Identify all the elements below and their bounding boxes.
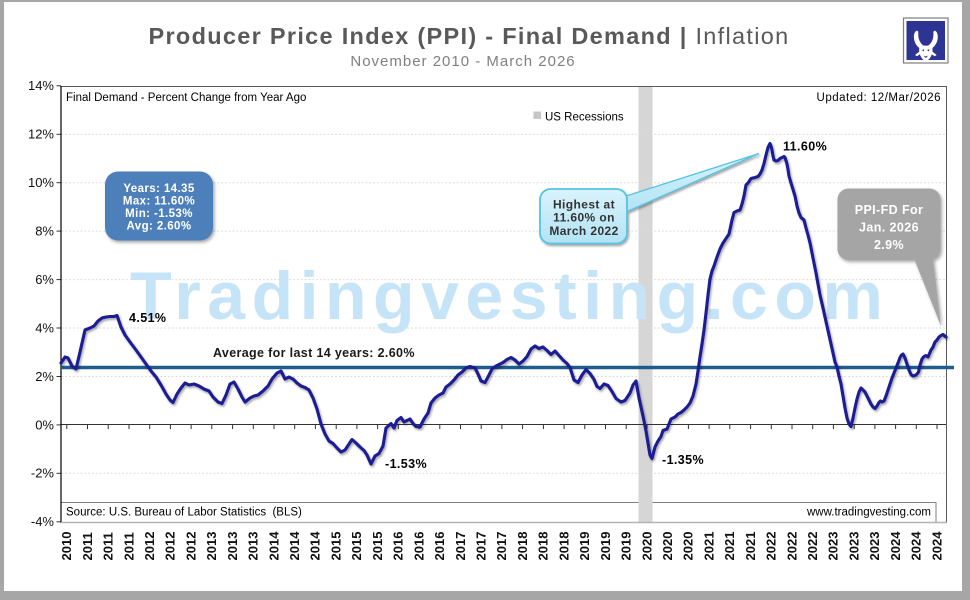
svg-text:Highest at: Highest at [553, 198, 615, 212]
svg-text:Tradingvesting.com: Tradingvesting.com [130, 258, 889, 334]
svg-text:US Recessions: US Recessions [545, 112, 624, 124]
svg-text:2017: 2017 [453, 532, 468, 561]
svg-text:-1.35%: -1.35% [662, 453, 704, 467]
svg-text:10%: 10% [28, 175, 54, 190]
svg-text:2022: 2022 [805, 532, 820, 561]
svg-text:2016: 2016 [391, 532, 406, 561]
svg-text:8%: 8% [35, 224, 54, 239]
svg-text:2013: 2013 [246, 532, 261, 561]
svg-text:2021: 2021 [701, 532, 716, 561]
svg-text:2020: 2020 [681, 532, 696, 561]
svg-text:2%: 2% [35, 369, 54, 384]
svg-text:Years: 14.35: Years: 14.35 [123, 183, 195, 195]
svg-text:Final Demand - Percent Change: Final Demand - Percent Change from Year … [66, 92, 306, 104]
svg-text:2012: 2012 [163, 532, 178, 561]
svg-text:www.tradingvesting.com: www.tradingvesting.com [806, 507, 931, 519]
svg-text:2011: 2011 [121, 532, 136, 560]
svg-text:2014: 2014 [287, 531, 302, 561]
svg-text:-4%: -4% [31, 514, 55, 529]
svg-text:2011: 2011 [80, 532, 95, 560]
svg-text:2.9%: 2.9% [874, 238, 904, 252]
svg-text:Min: -1.53%: Min: -1.53% [125, 208, 193, 220]
svg-text:2019: 2019 [619, 532, 634, 561]
svg-text:2011: 2011 [101, 532, 116, 560]
svg-text:2020: 2020 [639, 532, 654, 561]
svg-text:2024: 2024 [909, 531, 924, 561]
svg-text:2018: 2018 [556, 532, 571, 561]
svg-text:Jan. 2026: Jan. 2026 [859, 221, 919, 235]
svg-text:Average for last 14 years: 2.6: Average for last 14 years: 2.60% [213, 346, 415, 360]
svg-text:March 2022: March 2022 [549, 224, 618, 238]
svg-text:Avg: 2.60%: Avg: 2.60% [127, 220, 192, 232]
svg-text:2017: 2017 [494, 532, 509, 561]
svg-text:2022: 2022 [784, 532, 799, 561]
svg-text:2013: 2013 [225, 532, 240, 561]
svg-text:2014: 2014 [266, 531, 281, 561]
svg-text:2021: 2021 [743, 532, 758, 561]
svg-text:2016: 2016 [432, 532, 447, 561]
svg-text:November 2010 - March 2026: November 2010 - March 2026 [350, 53, 575, 70]
svg-text:2019: 2019 [577, 532, 592, 561]
svg-text:0%: 0% [35, 417, 54, 432]
svg-text:2016: 2016 [411, 532, 426, 561]
svg-text:12%: 12% [28, 127, 54, 142]
svg-text:14%: 14% [28, 78, 54, 93]
svg-text:PPI-FD For: PPI-FD For [855, 203, 924, 217]
svg-text:2023: 2023 [867, 532, 882, 561]
svg-text:-1.53%: -1.53% [385, 457, 427, 471]
svg-text:11.60% on: 11.60% on [553, 211, 615, 225]
svg-text:Producer Price Index (PPI) - F: Producer Price Index (PPI) - Final Deman… [149, 23, 790, 49]
svg-text:2020: 2020 [660, 532, 675, 561]
svg-text:2015: 2015 [370, 532, 385, 561]
svg-text:2018: 2018 [536, 532, 551, 561]
svg-text:4.51%: 4.51% [129, 311, 166, 325]
svg-text:6%: 6% [35, 272, 54, 287]
svg-text:2012: 2012 [183, 532, 198, 561]
svg-text:2018: 2018 [515, 532, 530, 561]
svg-text:Source: U.S. Bureau of Labor S: Source: U.S. Bureau of Labor Statistics … [66, 507, 302, 519]
svg-text:-2%: -2% [31, 466, 55, 481]
svg-text:11.60%: 11.60% [783, 140, 827, 154]
svg-text:2015: 2015 [329, 532, 344, 561]
svg-text:2019: 2019 [598, 532, 613, 561]
svg-text:2021: 2021 [722, 532, 737, 561]
svg-text:2013: 2013 [204, 532, 219, 561]
svg-text:Updated: 12/Mar/2026: Updated: 12/Mar/2026 [817, 92, 941, 104]
svg-text:2017: 2017 [474, 532, 489, 561]
svg-text:2015: 2015 [349, 532, 364, 561]
svg-text:2023: 2023 [826, 532, 841, 561]
svg-text:2024: 2024 [929, 531, 944, 561]
svg-text:2024: 2024 [888, 531, 903, 561]
svg-text:2023: 2023 [847, 532, 862, 561]
svg-text:4%: 4% [35, 320, 54, 335]
svg-text:2014: 2014 [308, 531, 323, 561]
svg-text:Max: 11.60%: Max: 11.60% [123, 196, 195, 208]
svg-text:2010: 2010 [59, 532, 74, 561]
svg-text:2022: 2022 [764, 532, 779, 561]
svg-text:2012: 2012 [142, 532, 157, 561]
